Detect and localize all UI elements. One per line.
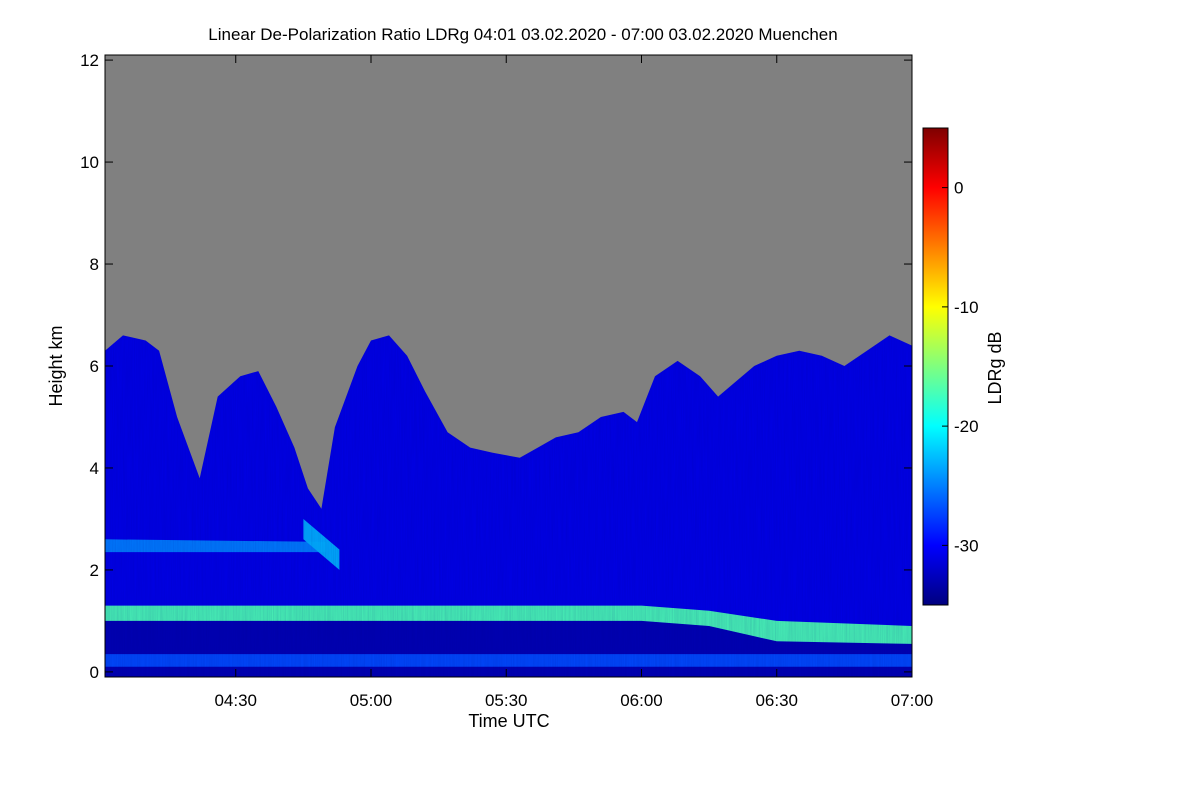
y-tick-label: 4 xyxy=(90,459,99,478)
x-tick-label: 06:00 xyxy=(620,691,663,710)
colorbar-tick-label: 0 xyxy=(954,179,963,198)
y-tick-label: 10 xyxy=(80,153,99,172)
y-tick-label: 0 xyxy=(90,663,99,682)
x-tick-label: 05:30 xyxy=(485,691,528,710)
y-tick-label: 8 xyxy=(90,255,99,274)
y-axis-label: Height km xyxy=(46,325,66,406)
colorbar-tick-label: -20 xyxy=(954,417,979,436)
y-tick-label: 12 xyxy=(80,51,99,70)
colorbar-tick-label: -30 xyxy=(954,536,979,555)
y-axis: 0 2 4 6 8 10 12 xyxy=(80,51,912,682)
plot-area xyxy=(105,55,912,677)
x-tick-label: 04:30 xyxy=(214,691,257,710)
y-tick-label: 2 xyxy=(90,561,99,580)
y-tick-label: 6 xyxy=(90,357,99,376)
colorbar-tick-label: -10 xyxy=(954,298,979,317)
colorbar-label: LDRg dB xyxy=(985,331,1005,404)
x-tick-label: 05:00 xyxy=(350,691,393,710)
x-tick-label: 07:00 xyxy=(891,691,934,710)
colorbar-axis: 0 -10 -20 -30 xyxy=(942,179,979,555)
colorbar xyxy=(922,127,949,606)
x-axis-label: Time UTC xyxy=(468,711,549,731)
chart-title: Linear De-Polarization Ratio LDRg 04:01 … xyxy=(208,25,837,44)
x-axis: 04:30 05:00 05:30 06:00 06:30 07:00 xyxy=(214,55,933,710)
x-tick-label: 06:30 xyxy=(755,691,798,710)
